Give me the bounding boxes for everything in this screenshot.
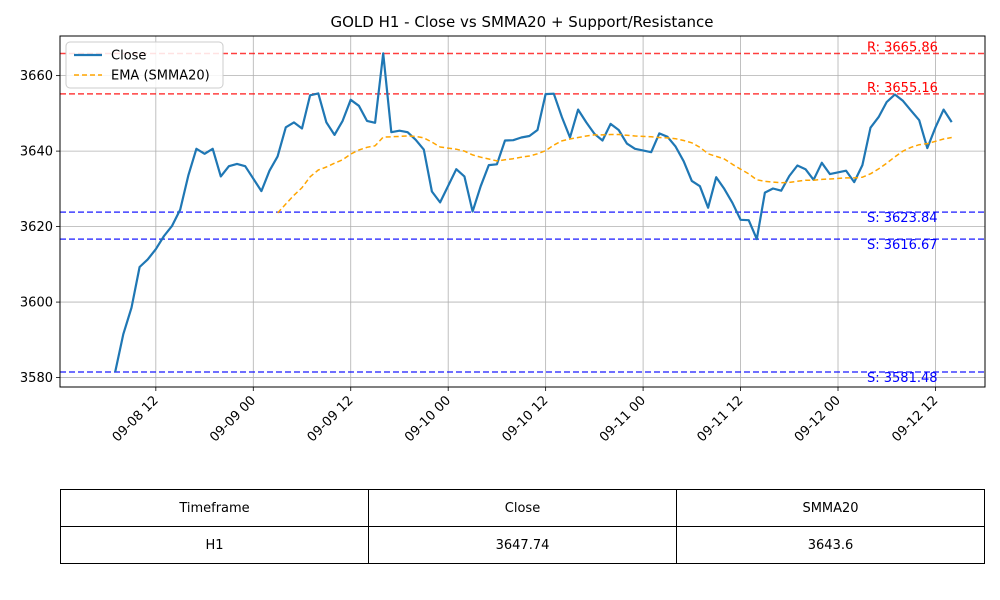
legend: Close EMA (SMMA20): [65, 41, 224, 89]
level-labels: R: 3665.86 R: 3655.16 S: 3623.84 S: 3616.67…: [867, 41, 938, 386]
y-tick-label: 3620: [20, 220, 53, 235]
x-tick-label: 09-08 12: [110, 393, 162, 445]
x-tick-label: 09-10 00: [402, 393, 454, 445]
table-header-cell: Close: [368, 489, 677, 527]
x-tick-label: 09-10 12: [500, 393, 552, 445]
x-tick-label: 09-11 12: [694, 393, 746, 445]
axis-ticks: 09-08 12 09-09 00 09-09 12 09-10 00 09-10 12…: [20, 69, 941, 445]
support-label: S: 3623.84: [867, 211, 938, 226]
chart-title: GOLD H1 - Close vs SMMA20 + Support/Resi…: [330, 13, 713, 31]
y-tick-label: 3640: [20, 145, 53, 160]
table-header-row: Timeframe Close SMMA20: [60, 489, 985, 527]
support-label: S: 3581.48: [867, 371, 938, 386]
summary-table: Timeframe Close SMMA20 H1 3647.74 3643.6: [60, 489, 985, 564]
table-cell: 3647.74: [368, 526, 677, 564]
price-chart: GOLD H1 - Close vs SMMA20 + Support/Resi…: [20, 13, 986, 445]
x-tick-label: 09-12 12: [889, 393, 941, 445]
x-tick-label: 09-09 00: [207, 393, 259, 445]
x-tick-label: 09-09 12: [305, 393, 357, 445]
y-tick-label: 3660: [20, 69, 53, 84]
series-lines: [114, 52, 953, 373]
resistance-label: R: 3665.86: [867, 41, 938, 56]
table-cell: H1: [60, 526, 369, 564]
legend-label: EMA (SMMA20): [111, 69, 210, 84]
table-header-cell: Timeframe: [60, 489, 369, 527]
table-row: H1 3647.74 3643.6: [60, 526, 985, 564]
table-cell: 3643.6: [676, 526, 985, 564]
legend-label: Close: [111, 49, 146, 64]
legend-box: [65, 41, 224, 89]
table-header-cell: SMMA20: [676, 489, 985, 527]
close-line: [114, 52, 953, 373]
smma-line: [277, 133, 952, 214]
support-label: S: 3616.67: [867, 238, 938, 253]
y-tick-label: 3600: [20, 296, 53, 311]
x-tick-label: 09-12 00: [792, 393, 844, 445]
resistance-label: R: 3655.16: [867, 81, 938, 96]
plot-frame: [59, 35, 986, 388]
support-resistance-levels: [60, 52, 985, 373]
y-tick-label: 3580: [20, 371, 53, 386]
x-tick-label: 09-11 00: [597, 393, 649, 445]
